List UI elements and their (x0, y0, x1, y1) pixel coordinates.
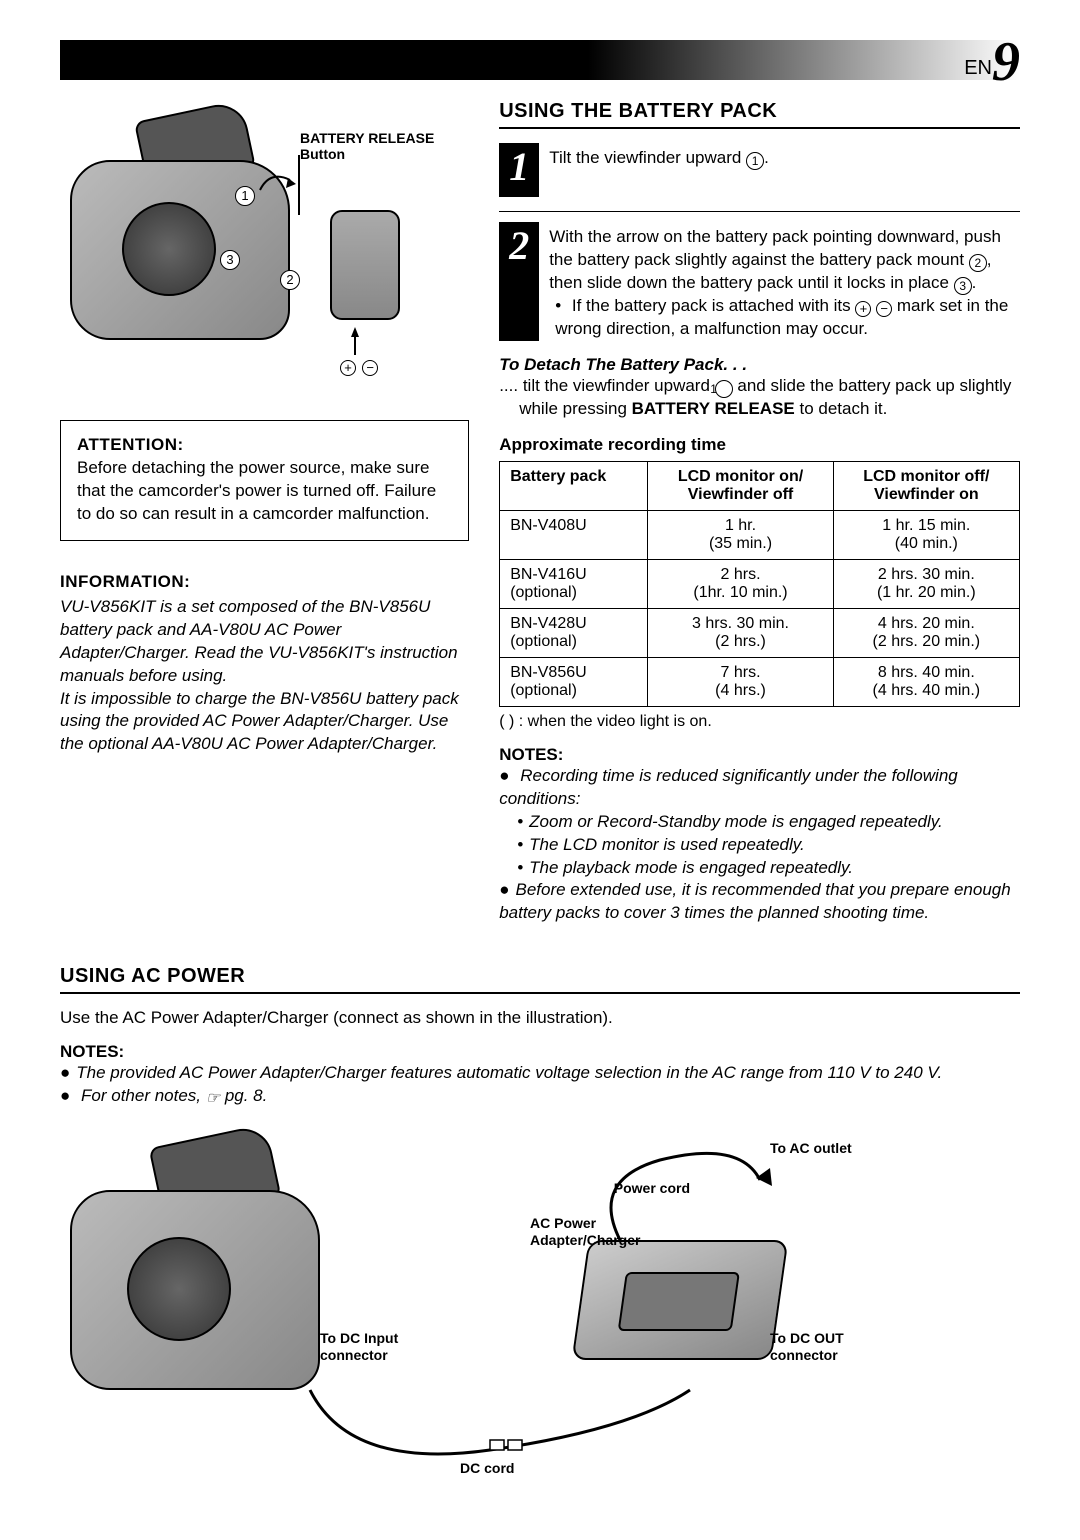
battery-diagram: BATTERY RELEASE Button 1 2 3 + − (60, 100, 469, 400)
ac-note-2b: pg. 8. (220, 1086, 267, 1105)
detach-a: .... tilt the viewfinder upward (499, 376, 714, 395)
table-footnote: ( ) : when the video light is on. (499, 713, 1020, 731)
battery-note-1-text: Recording time is reduced significantly … (499, 766, 958, 808)
cell-pack: BN-V408U (500, 510, 648, 559)
attention-box: ATTENTION: Before detaching the power so… (60, 420, 469, 541)
information-block: INFORMATION: VU-V856KIT is a set compose… (60, 571, 469, 757)
detach-bold: BATTERY RELEASE (632, 399, 795, 418)
cell-lcd-on: 3 hrs. 30 min.(2 hrs.) (648, 608, 833, 657)
attention-text: Before detaching the power source, make … (77, 457, 452, 526)
information-p2: It is impossible to charge the BN-V856U … (60, 688, 469, 757)
step-2-text: With the arrow on the battery pack point… (549, 222, 1020, 341)
label-to-dc-input: To DC Input connector (320, 1330, 398, 1364)
step-2-number: 2 (499, 222, 539, 341)
cell-pack: BN-V416U(optional) (500, 559, 648, 608)
col-lcd-on: LCD monitor on/Viewfinder off (648, 461, 833, 510)
battery-note-2: Before extended use, it is recommended t… (499, 879, 1020, 925)
table-row: BN-V856U(optional)7 hrs.(4 hrs.)8 hrs. 4… (500, 657, 1020, 706)
detach-text: .... tilt the viewfinder upward 1 and sl… (519, 375, 1020, 421)
cord-lines (60, 1120, 1020, 1480)
battery-note-1a: Zoom or Record-Standby mode is engaged r… (517, 811, 1020, 834)
step-1: 1 Tilt the viewfinder upward 1. (499, 143, 1020, 197)
ac-note-1: The provided AC Power Adapter/Charger fe… (60, 1062, 1020, 1085)
page-num-digit: 9 (992, 31, 1020, 93)
ref-1b: 1 (715, 380, 733, 398)
table-row: BN-V416U(optional)2 hrs.(1hr. 10 min.)2 … (500, 559, 1020, 608)
cell-pack: BN-V856U(optional) (500, 657, 648, 706)
ac-note-2a: For other notes, (81, 1086, 206, 1105)
attention-label: ATTENTION: (77, 435, 452, 455)
ref-1: 1 (746, 152, 764, 170)
label-dc-cord: DC cord (460, 1460, 514, 1477)
cell-lcd-off: 8 hrs. 40 min.(4 hrs. 40 min.) (833, 657, 1019, 706)
cell-lcd-on: 7 hrs.(4 hrs.) (648, 657, 833, 706)
ac-section-title: USING AC POWER (60, 965, 1020, 994)
recording-time-table: Battery pack LCD monitor on/Viewfinder o… (499, 461, 1020, 707)
diagram-arrows (60, 100, 469, 400)
page-lang: EN (964, 57, 992, 79)
minus-icon: − (876, 301, 892, 317)
information-label: INFORMATION: (60, 571, 469, 594)
battery-note-1: Recording time is reduced significantly … (499, 765, 1020, 880)
label-power-cord: Power cord (590, 1180, 690, 1197)
step-2-body-a: With the arrow on the battery pack point… (549, 227, 1001, 269)
cell-lcd-on: 2 hrs.(1hr. 10 min.) (648, 559, 833, 608)
ac-notes-list: The provided AC Power Adapter/Charger fe… (60, 1062, 1020, 1110)
information-p1: VU-V856KIT is a set composed of the BN-V… (60, 596, 469, 688)
pointer-icon: ☞ (206, 1090, 220, 1107)
label-to-ac-outlet: To AC outlet (770, 1140, 852, 1157)
step-2: 2 With the arrow on the battery pack poi… (499, 222, 1020, 341)
step-1-body: Tilt the viewfinder upward (549, 148, 741, 167)
step-1-number: 1 (499, 143, 539, 197)
ac-notes-label: NOTES: (60, 1042, 1020, 1062)
battery-note-1c: The playback mode is engaged repeatedly. (517, 857, 1020, 880)
detach-title: To Detach The Battery Pack. . . (499, 355, 1020, 375)
col-lcd-off: LCD monitor off/Viewfinder on (833, 461, 1019, 510)
cell-lcd-off: 1 hr. 15 min.(40 min.) (833, 510, 1019, 559)
step-2-bullet-a: If the battery pack is attached with its (572, 296, 855, 315)
battery-notes-label: NOTES: (499, 745, 1020, 765)
table-row: BN-V408U1 hr.(35 min.)1 hr. 15 min.(40 m… (500, 510, 1020, 559)
header-bar: EN9 (60, 40, 1020, 80)
battery-note-1b: The LCD monitor is used repeatedly. (517, 834, 1020, 857)
ref-2: 2 (969, 254, 987, 272)
step-1-text: Tilt the viewfinder upward 1. (549, 143, 769, 197)
plus-icon: + (855, 301, 871, 317)
step-2-bullet: If the battery pack is attached with its… (555, 295, 1020, 341)
cell-lcd-on: 1 hr.(35 min.) (648, 510, 833, 559)
label-to-dc-out: To DC OUT connector (770, 1330, 844, 1364)
approx-rec-title: Approximate recording time (499, 435, 1020, 455)
battery-notes-list: Recording time is reduced significantly … (499, 765, 1020, 926)
cell-pack: BN-V428U(optional) (500, 608, 648, 657)
ref-3: 3 (954, 277, 972, 295)
ac-note-2: For other notes, ☞ pg. 8. (60, 1085, 1020, 1110)
table-row: BN-V428U(optional)3 hrs. 30 min.(2 hrs.)… (500, 608, 1020, 657)
cell-lcd-off: 4 hrs. 20 min.(2 hrs. 20 min.) (833, 608, 1019, 657)
step-divider (499, 211, 1020, 212)
page-number: EN9 (964, 30, 1020, 94)
label-adapter: AC Power Adapter/Charger (530, 1215, 640, 1249)
col-battery-pack: Battery pack (500, 461, 648, 510)
detach-c: to detach it. (795, 399, 888, 418)
battery-section-title: USING THE BATTERY PACK (499, 100, 1020, 129)
ac-desc: Use the AC Power Adapter/Charger (connec… (60, 1008, 1020, 1028)
cell-lcd-off: 2 hrs. 30 min.(1 hr. 20 min.) (833, 559, 1019, 608)
ac-diagram: To AC outlet Power cord AC Power Adapter… (60, 1120, 1020, 1480)
